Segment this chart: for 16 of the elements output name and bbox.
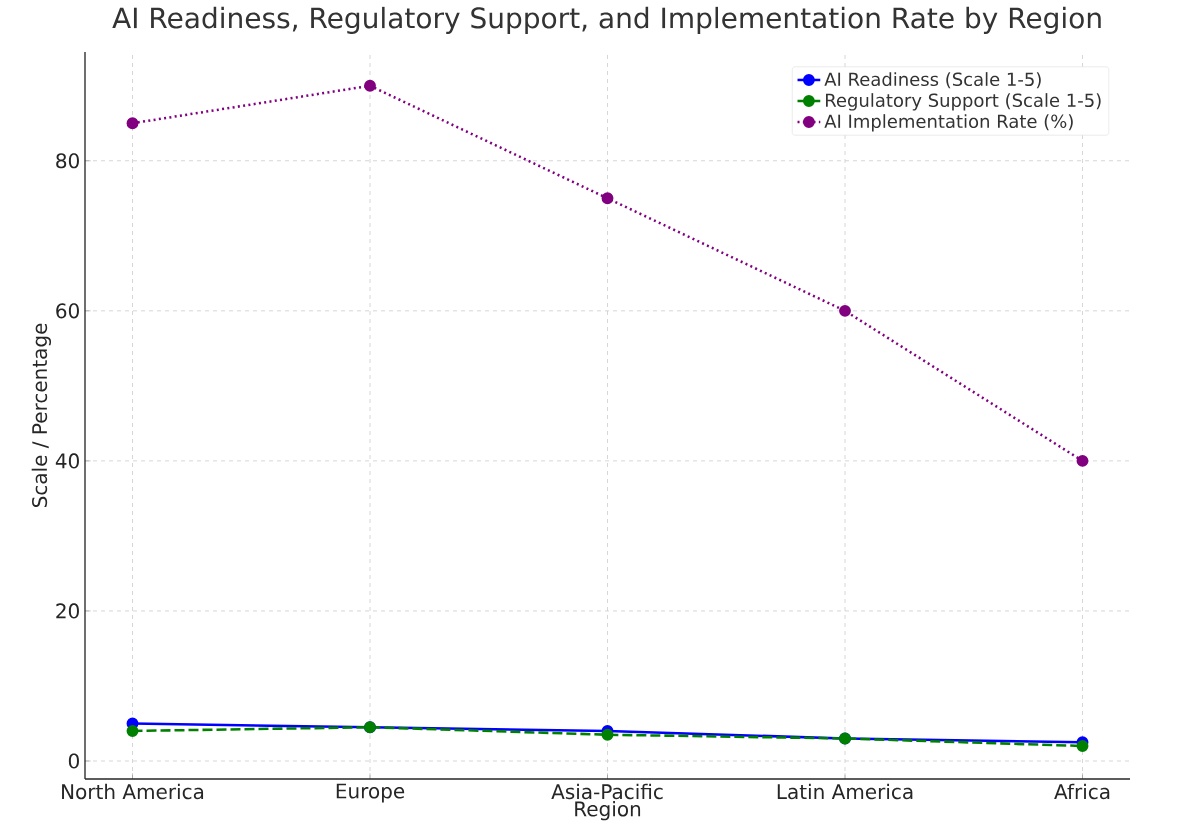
x-tick-label: Asia-Pacific — [551, 783, 663, 800]
y-axis-title: Scale / Percentage — [31, 323, 52, 508]
y-tick-label: 60 — [56, 303, 79, 319]
x-tick-label: North America — [62, 783, 204, 800]
x-tick-label: Europe — [336, 783, 405, 803]
x-axis-title: Region — [575, 800, 641, 821]
chart-title: AI Readiness, Regulatory Support, and Implementation Rate by Region — [112, 6, 1101, 34]
y-tick-label: 0 — [68, 753, 79, 769]
y-tick-label: 20 — [56, 603, 79, 619]
legend-label: Regulatory Support (Scale 1-5) — [825, 93, 1101, 111]
legend-label: AI Readiness (Scale 1-5) — [824, 72, 1041, 89]
x-tick-label: Latin America — [777, 783, 913, 800]
y-tick-label: 40 — [55, 453, 79, 469]
y-tick-label: 80 — [56, 153, 79, 169]
legend-label: AI Implementation Rate (%) — [824, 114, 1073, 132]
x-tick-label: Africa — [1054, 783, 1110, 800]
